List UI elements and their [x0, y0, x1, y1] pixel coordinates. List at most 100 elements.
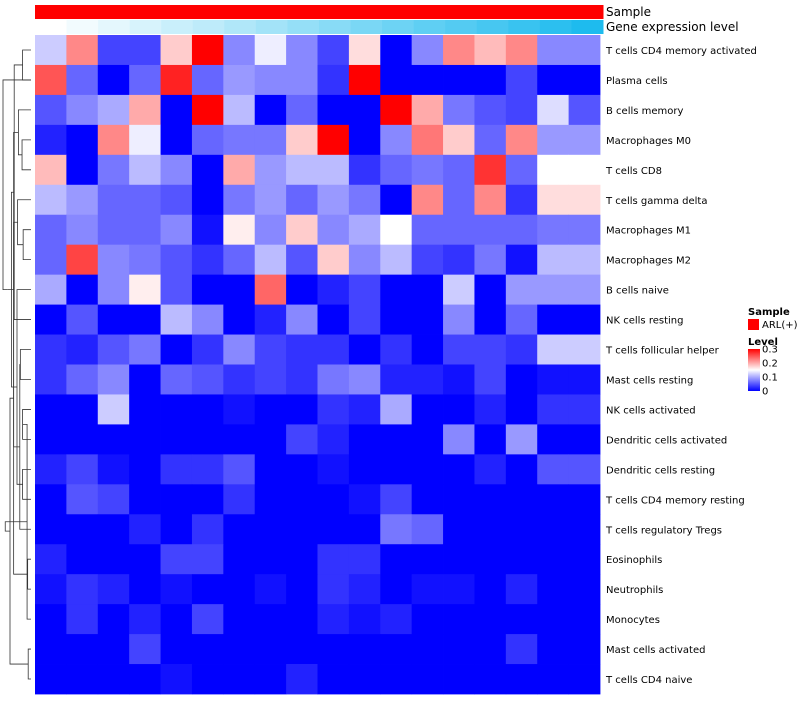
- heatmap-cell: [474, 514, 507, 545]
- heatmap-cell: [254, 574, 287, 605]
- heatmap-cell: [537, 124, 570, 156]
- heatmap-cell: [286, 304, 318, 335]
- heatmap-cell: [474, 64, 507, 96]
- heatmap-cell: [317, 244, 350, 276]
- heatmap-cell: [411, 304, 444, 335]
- heatmap-cell: [348, 664, 381, 695]
- heatmap-cell: [505, 244, 538, 276]
- dendrogram-branch: [22, 229, 31, 261]
- heatmap-cell: [129, 484, 161, 515]
- sample-track-label: Sample: [606, 5, 651, 19]
- heatmap-cell: [443, 604, 475, 635]
- heatmap-cell: [348, 334, 381, 365]
- heatmap-cell: [286, 94, 318, 126]
- heatmap-cell: [66, 514, 99, 545]
- legend: Sample ARL(+) Level 0.3 0.2 0.1 0: [748, 307, 798, 398]
- heatmap-cell: [474, 574, 507, 605]
- heatmap-cell: [568, 64, 601, 96]
- heatmap-cell: [129, 604, 161, 635]
- heatmap-cell: [474, 214, 507, 246]
- heatmap-cell: [97, 304, 130, 335]
- heatmap-cell: [286, 244, 318, 276]
- heatmap-cell: [66, 334, 99, 365]
- dendrogram-branch: [27, 558, 31, 590]
- heatmap-cell: [286, 364, 318, 395]
- row-label: Neutrophils: [606, 585, 663, 596]
- heatmap-cell: [474, 634, 507, 665]
- heatmap-cell: [411, 634, 444, 665]
- heatmap-cell: [505, 274, 538, 305]
- heatmap-cell: [380, 514, 413, 545]
- heatmap-cell: [317, 35, 350, 66]
- heatmap-cell: [348, 35, 381, 66]
- heatmap-cell: [348, 64, 381, 96]
- heatmap-cell: [66, 124, 99, 156]
- heatmap-cell: [223, 514, 256, 545]
- heatmap-cell: [474, 94, 507, 126]
- heatmap-cell: [223, 184, 256, 216]
- heatmap-cell: [254, 634, 287, 665]
- heatmap-cell: [474, 274, 507, 305]
- heatmap-cell: [537, 304, 570, 335]
- row-label: NK cells activated: [606, 405, 696, 416]
- row-label: Plasma cells: [606, 76, 668, 87]
- heatmap-cell: [568, 394, 601, 425]
- heatmap-cell: [505, 604, 538, 635]
- heatmap-cell: [411, 124, 444, 156]
- heatmap-cell: [35, 364, 67, 395]
- heatmap-cell: [97, 364, 130, 395]
- heatmap-cell: [97, 574, 130, 605]
- gene-expression-annotation-track: [35, 20, 604, 34]
- heatmap-cell: [66, 184, 99, 216]
- heatmap-cell: [348, 544, 381, 575]
- heatmap-cell: [66, 454, 99, 485]
- heatmap-cell: [348, 214, 381, 246]
- row-label: Mast cells activated: [606, 645, 705, 656]
- heatmap-cell: [97, 664, 130, 695]
- heatmap-cell: [35, 454, 67, 485]
- heatmap-cell: [129, 184, 161, 216]
- heatmap-cell: [286, 394, 318, 425]
- heatmap-cell: [348, 634, 381, 665]
- heatmap-cell: [35, 394, 67, 425]
- heatmap-cell: [254, 364, 287, 395]
- heatmap-cell: [317, 94, 350, 126]
- gene-expression-track-label: Gene expression level: [606, 20, 739, 34]
- heatmap-cell: [254, 214, 287, 246]
- heatmap-cell: [160, 35, 193, 66]
- heatmap-cell: [129, 664, 161, 695]
- heatmap-cell: [505, 394, 538, 425]
- heatmap-cell: [505, 35, 538, 66]
- gene-expression-track-cell: [98, 20, 131, 34]
- heatmap-cell: [505, 544, 538, 575]
- heatmap-cell: [254, 274, 287, 305]
- heatmap-cell: [380, 214, 413, 246]
- heatmap-cell: [191, 274, 224, 305]
- sample-track-cell: [571, 5, 604, 19]
- heatmap-cell: [568, 334, 601, 365]
- heatmap-cell: [505, 574, 538, 605]
- gene-expression-track-cell: [192, 20, 225, 34]
- heatmap-cell: [568, 454, 601, 485]
- heatmap-cell: [380, 364, 413, 395]
- heatmap-cell: [191, 214, 224, 246]
- heatmap-cell: [411, 334, 444, 365]
- heatmap-cell: [411, 274, 444, 305]
- gene-expression-track-cell: [476, 20, 509, 34]
- legend-sample-title: Sample: [748, 307, 790, 318]
- heatmap-cell: [474, 364, 507, 395]
- heatmap-cell: [191, 484, 224, 515]
- heatmap-cell: [317, 274, 350, 305]
- heatmap-cell: [505, 454, 538, 485]
- heatmap-cell: [191, 244, 224, 276]
- heatmap-cell: [191, 154, 224, 186]
- heatmap-cell: [443, 244, 475, 276]
- heatmap-cell: [474, 244, 507, 276]
- heatmap-cell: [380, 35, 413, 66]
- heatmap-cell: [443, 424, 475, 455]
- heatmap-cell: [223, 544, 256, 575]
- heatmap-cell: [160, 454, 193, 485]
- heatmap-cell: [160, 364, 193, 395]
- gene-expression-track-cell: [539, 20, 572, 34]
